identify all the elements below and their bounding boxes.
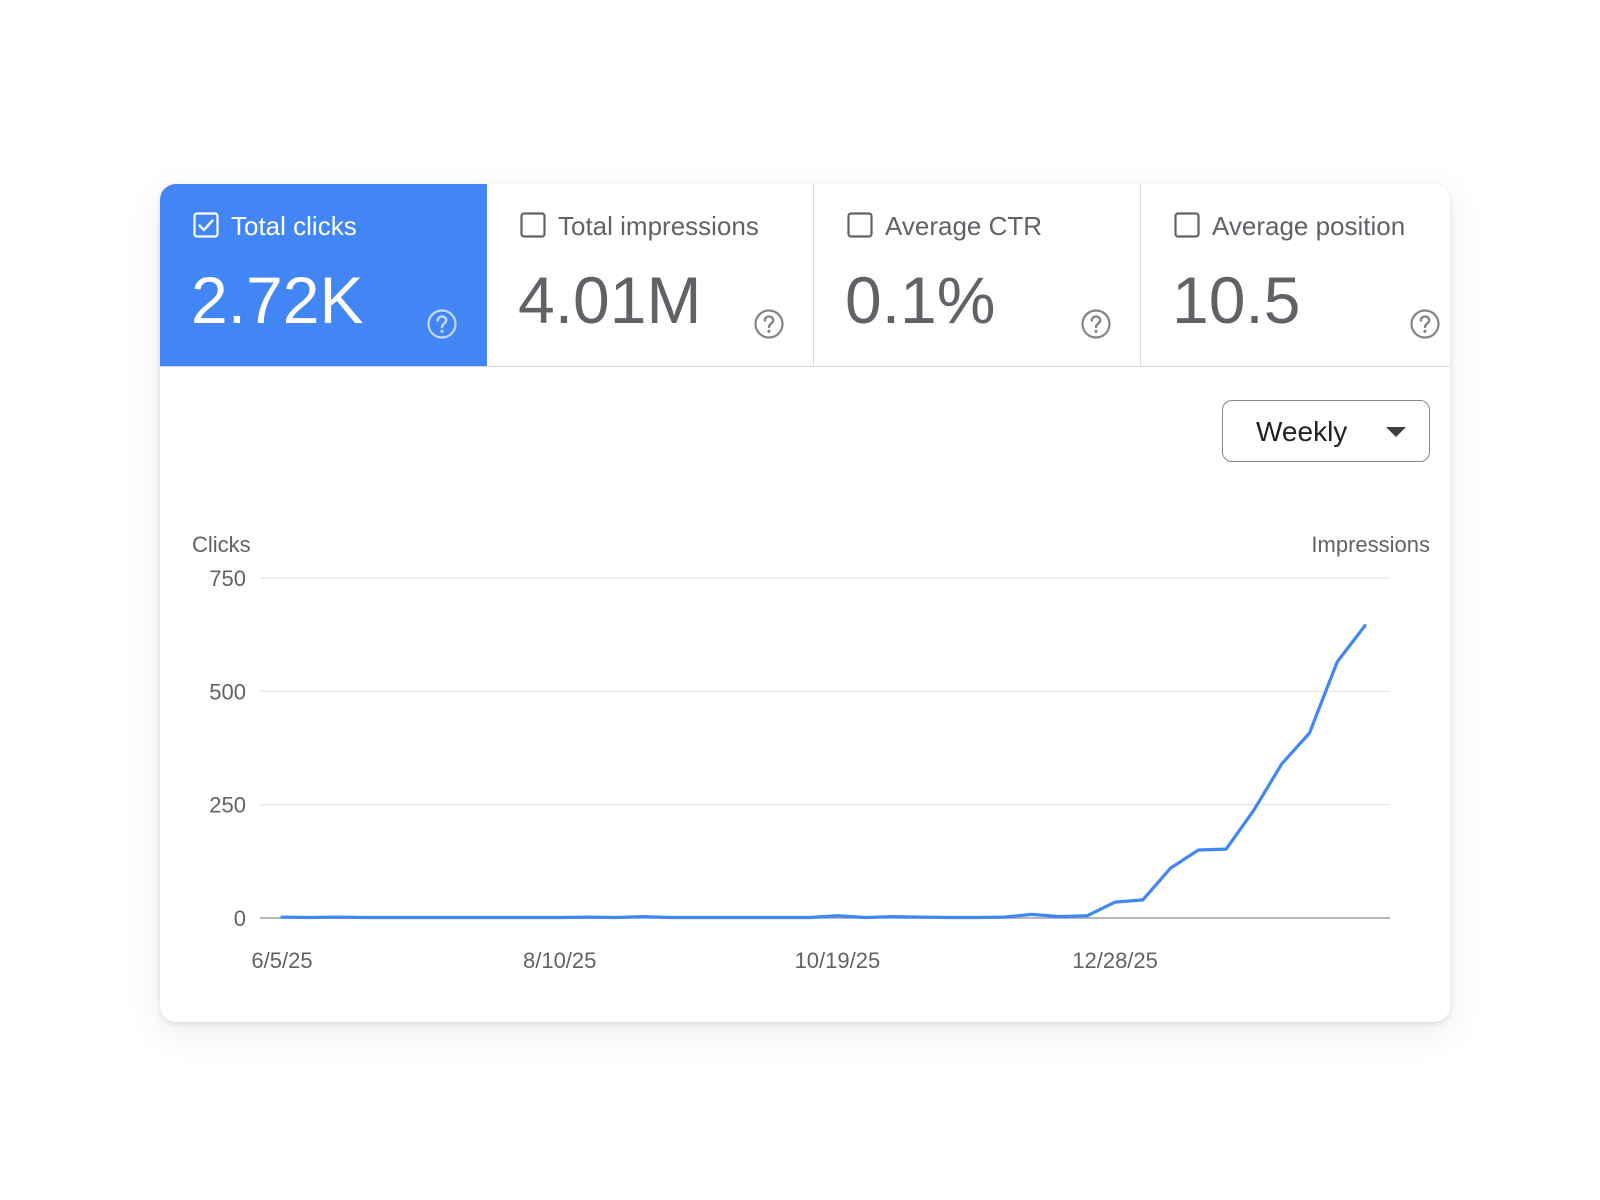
y-tick-label: 250 [209, 793, 246, 818]
metric-tile-total-clicks[interactable]: Total clicks 2.72K [160, 184, 487, 366]
x-tick-label: 12/28/25 [1072, 948, 1158, 973]
metric-value: 2.72K [191, 263, 364, 337]
y-tick-label: 500 [209, 679, 246, 704]
granularity-selected: Weekly [1256, 416, 1348, 447]
metric-tile-average-ctr[interactable]: Average CTR 0.1% [814, 184, 1141, 366]
metric-tiles: Total clicks 2.72K Total impressions 4.0… [160, 184, 1450, 367]
x-tick-label: 10/19/25 [795, 948, 881, 973]
x-tick-label: 6/5/25 [251, 948, 312, 973]
metric-value: 10.5 [1172, 263, 1301, 337]
y-tick-label: 0 [234, 906, 246, 931]
granularity-dropdown[interactable]: Weekly [1222, 400, 1430, 462]
clicks-series-line [280, 624, 1367, 920]
metric-tile-average-position[interactable]: Average position 10.5 [1141, 184, 1450, 366]
metric-tile-total-impressions[interactable]: Total impressions 4.01M [487, 184, 814, 366]
help-circle-icon[interactable] [1409, 308, 1441, 340]
y-axis-title-right: Impressions [1311, 532, 1430, 557]
x-tick-label: 8/10/25 [523, 948, 596, 973]
metric-label: Average CTR [885, 211, 1043, 241]
checkbox-empty-icon[interactable] [520, 212, 546, 238]
y-axis-title-left: Clicks [192, 532, 251, 557]
metric-value: 0.1% [845, 263, 996, 337]
checkbox-empty-icon[interactable] [847, 212, 873, 238]
y-tick-label: 750 [209, 566, 246, 591]
metric-label: Total impressions [558, 211, 759, 241]
help-circle-icon[interactable] [1080, 308, 1112, 340]
metric-label: Average position [1212, 211, 1406, 241]
help-circle-icon[interactable] [426, 308, 458, 340]
checkbox-checked-icon[interactable] [193, 212, 219, 238]
performance-card: Total clicks 2.72K Total impressions 4.0… [160, 184, 1450, 1022]
dropdown-arrow-icon [1386, 427, 1406, 437]
checkbox-empty-icon[interactable] [1174, 212, 1200, 238]
help-circle-icon[interactable] [753, 308, 785, 340]
metric-value: 4.01M [518, 263, 702, 337]
clicks-line-chart: 0 250 500 750 6/5/25 8/10/25 10/19/25 12/28/25 [209, 566, 1390, 973]
metric-label: Total clicks [231, 211, 357, 241]
